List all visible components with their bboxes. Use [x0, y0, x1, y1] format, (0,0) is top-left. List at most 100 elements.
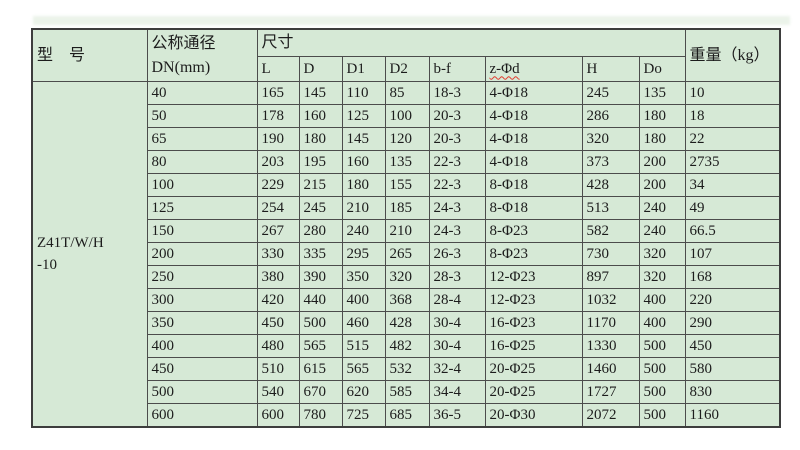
cell-z: 8-Φ18	[484, 196, 583, 220]
cell-dn: 40	[146, 81, 258, 105]
cell-z: 8-Φ23	[484, 242, 583, 266]
cell-D1: 565	[341, 357, 386, 381]
cell-z: 4-Φ18	[484, 104, 583, 128]
cell-L: 330	[256, 242, 300, 266]
cell-Do: 180	[638, 104, 686, 128]
table-row: 500 540 670 620 585 34-4 20-Φ25 1727 500 830	[32, 380, 781, 404]
cell-D2: 100	[384, 104, 430, 128]
cell-Do: 500	[638, 334, 686, 358]
cell-dn: 400	[146, 334, 258, 358]
cell-Do: 320	[638, 242, 686, 266]
cell-D1: 145	[341, 127, 386, 151]
cell-z: 4-Φ18	[484, 127, 583, 151]
cell-D1: 400	[341, 288, 386, 312]
cell-bf: 30-4	[428, 334, 486, 358]
header-nominal-diameter-dn: DN(mm)	[151, 58, 211, 76]
table-row: 300 420 440 400 368 28-4 12-Φ23 1032 400 220	[32, 288, 781, 312]
cell-H: 513	[581, 196, 640, 220]
cell-dn: 250	[146, 265, 258, 289]
cell-weight: 66.5	[684, 219, 781, 243]
model-line-1: Z41T/W/H	[37, 234, 104, 251]
table-row: 200 330 335 295 265 26-3 8-Φ23 730 320 107	[32, 242, 781, 266]
cell-Do: 200	[638, 173, 686, 197]
header-col-H: H	[581, 56, 640, 82]
header-col-D1: D1	[341, 56, 386, 82]
cell-dn: 600	[146, 403, 258, 428]
model-line-2: -10	[37, 257, 57, 273]
cell-L: 254	[256, 196, 300, 220]
cell-dn: 350	[146, 311, 258, 335]
cell-z: 20-Φ25	[484, 380, 583, 404]
cell-weight: 830	[684, 380, 781, 404]
cell-z: 4-Φ18	[484, 150, 583, 174]
cell-z: 12-Φ23	[484, 288, 583, 312]
cell-z: 16-Φ25	[484, 334, 583, 358]
cell-D1: 515	[341, 334, 386, 358]
cell-D: 615	[298, 357, 343, 381]
cell-bf: 24-3	[428, 219, 486, 243]
cell-dn: 300	[146, 288, 258, 312]
header-row-2: L D D1 D2 b-f z-Φd H Do	[32, 56, 780, 82]
table-row: 80 203 195 160 135 22-3 4-Φ18 373 200 2735	[32, 150, 781, 174]
cell-L: 540	[256, 380, 300, 404]
cell-L: 165	[256, 81, 300, 105]
cell-D1: 620	[341, 380, 386, 404]
cell-D1: 180	[341, 173, 386, 197]
top-artifact-band	[33, 16, 790, 25]
table-row: 350 450 500 460 428 30-4 16-Φ23 1170 400 290	[32, 311, 781, 335]
cell-D2: 135	[384, 150, 430, 174]
cell-Do: 500	[638, 380, 686, 404]
cell-D: 195	[298, 150, 343, 174]
header-col-z-phi-d: z-Φd	[484, 56, 583, 82]
header-col-L: L	[256, 56, 300, 82]
cell-D2: 320	[384, 265, 430, 289]
cell-weight: 168	[684, 265, 781, 289]
table-row: 150 267 280 240 210 24-3 8-Φ23 582 240 66.5	[32, 219, 781, 243]
cell-H: 897	[581, 265, 640, 289]
cell-D: 780	[298, 403, 343, 428]
cell-D2: 155	[384, 173, 430, 197]
header-nominal-diameter: 公称通径 DN(mm)	[146, 28, 258, 82]
cell-bf: 34-4	[428, 380, 486, 404]
valve-spec-table: 型 号 公称通径 DN(mm) 尺寸 重量（kg） L D D1 D2 b-f …	[31, 28, 781, 428]
table-row: 125 254 245 210 185 24-3 8-Φ18 513 240 49	[32, 196, 781, 220]
cell-D: 390	[298, 265, 343, 289]
table-row: 250 380 390 350 320 28-3 12-Φ23 897 320 168	[32, 265, 781, 289]
header-nominal-diameter-cn: 公称通径	[151, 35, 216, 53]
cell-D1: 160	[341, 150, 386, 174]
cell-D: 440	[298, 288, 343, 312]
cell-z: 20-Φ25	[484, 357, 583, 381]
cell-D: 335	[298, 242, 343, 266]
cell-z: 12-Φ23	[484, 265, 583, 289]
cell-D2: 265	[384, 242, 430, 266]
cell-D2: 482	[384, 334, 430, 358]
cell-z: 8-Φ18	[484, 173, 583, 197]
cell-H: 1330	[581, 334, 640, 358]
cell-D: 500	[298, 311, 343, 335]
cell-H: 428	[581, 173, 640, 197]
cell-L: 450	[256, 311, 300, 335]
cell-H: 2072	[581, 403, 640, 428]
cell-L: 380	[256, 265, 300, 289]
table-row: 100 229 215 180 155 22-3 8-Φ18 428 200 34	[32, 173, 781, 197]
cell-weight: 450	[684, 334, 781, 358]
cell-bf: 22-3	[428, 173, 486, 197]
cell-weight: 2735	[684, 150, 781, 174]
cell-L: 190	[256, 127, 300, 151]
cell-dn: 80	[146, 150, 258, 174]
table-body: Z41T/W/H -10 40 165 145 110 85 18-3 4-Φ1…	[31, 81, 781, 428]
header-col-Do: Do	[638, 56, 686, 82]
cell-H: 1727	[581, 380, 640, 404]
cell-weight: 49	[684, 196, 781, 220]
cell-weight: 10	[684, 81, 781, 105]
cell-D1: 725	[341, 403, 386, 428]
cell-z: 20-Φ30	[484, 403, 583, 428]
cell-H: 373	[581, 150, 640, 174]
cell-D2: 210	[384, 219, 430, 243]
cell-dn: 125	[146, 196, 258, 220]
table-row: Z41T/W/H -10 40 165 145 110 85 18-3 4-Φ1…	[31, 81, 781, 428]
cell-weight: 107	[684, 242, 781, 266]
cell-weight: 220	[684, 288, 781, 312]
cell-Do: 240	[638, 196, 686, 220]
z-phi-d-label: z-Φd	[489, 60, 520, 77]
